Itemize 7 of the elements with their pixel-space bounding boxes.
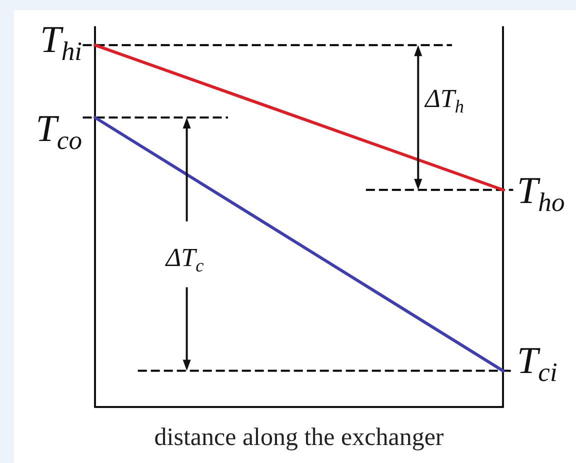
ref-line-label: T$_{hi}$ xyxy=(40,18,82,66)
ref-line-label: T$_{ho}$ xyxy=(517,170,565,217)
annotation: ΔT$_{c}$ xyxy=(166,242,204,276)
x-axis-title: distance along the exchanger xyxy=(154,424,444,451)
ref-line-label: T$_{ci}$ xyxy=(517,340,558,386)
annotation: ΔT$_{h}$ xyxy=(425,84,464,116)
ref-line-label: T$_{co}$ xyxy=(36,108,82,156)
